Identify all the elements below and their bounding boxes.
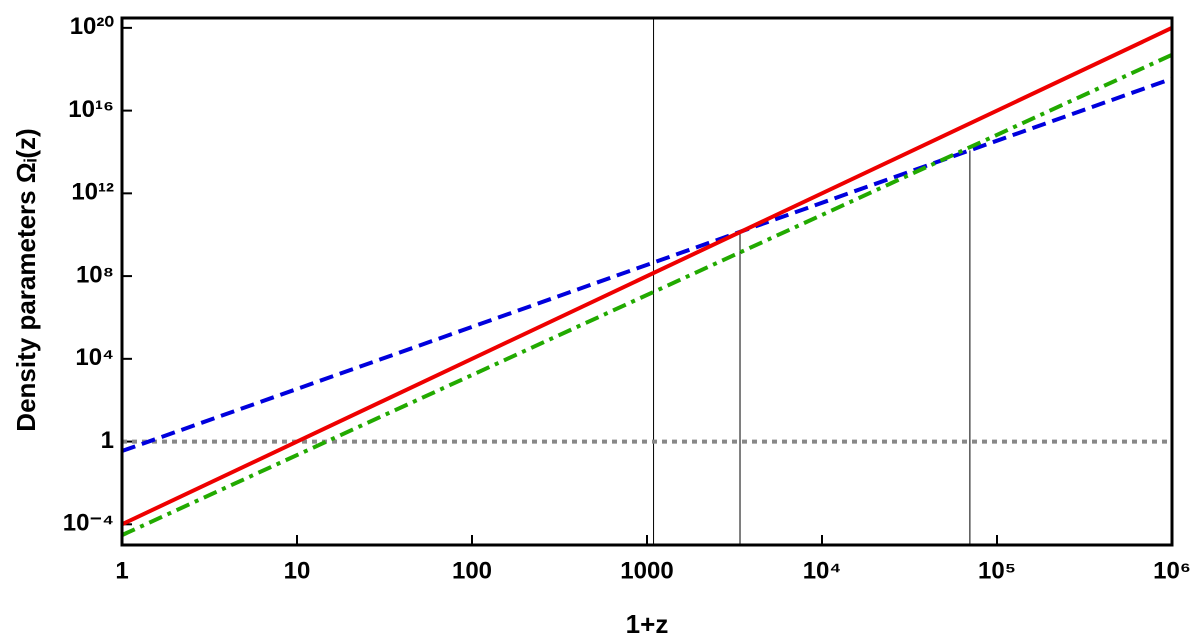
y-tick-label: 1 xyxy=(101,427,114,454)
x-tick-label: 10⁵ xyxy=(978,557,1016,584)
x-axis-label: 1+z xyxy=(626,609,669,638)
x-tick-label: 100 xyxy=(452,557,492,584)
x-tick-label: 10 xyxy=(284,557,311,584)
x-tick-label: 10⁴ xyxy=(803,557,842,584)
x-tick-label: 10⁶ xyxy=(1153,557,1191,584)
series-line xyxy=(121,52,1173,537)
series-line xyxy=(121,76,1173,453)
series-line xyxy=(121,26,1173,527)
plot-frame xyxy=(120,16,1174,547)
y-tick-label: 10²⁰ xyxy=(70,13,115,40)
y-tick-label: 10⁻⁴ xyxy=(63,510,114,537)
x-tick-label: 1 xyxy=(115,557,128,584)
y-tick-label: 10¹² xyxy=(71,179,114,206)
y-tick-label: 10⁴ xyxy=(75,344,114,371)
y-tick-label: 10¹⁶ xyxy=(68,96,114,123)
y-tick-label: 10⁸ xyxy=(76,261,114,288)
x-tick-label: 1000 xyxy=(620,557,673,584)
y-axis-label: Density parameters Ωᵢ(z) xyxy=(11,128,41,431)
